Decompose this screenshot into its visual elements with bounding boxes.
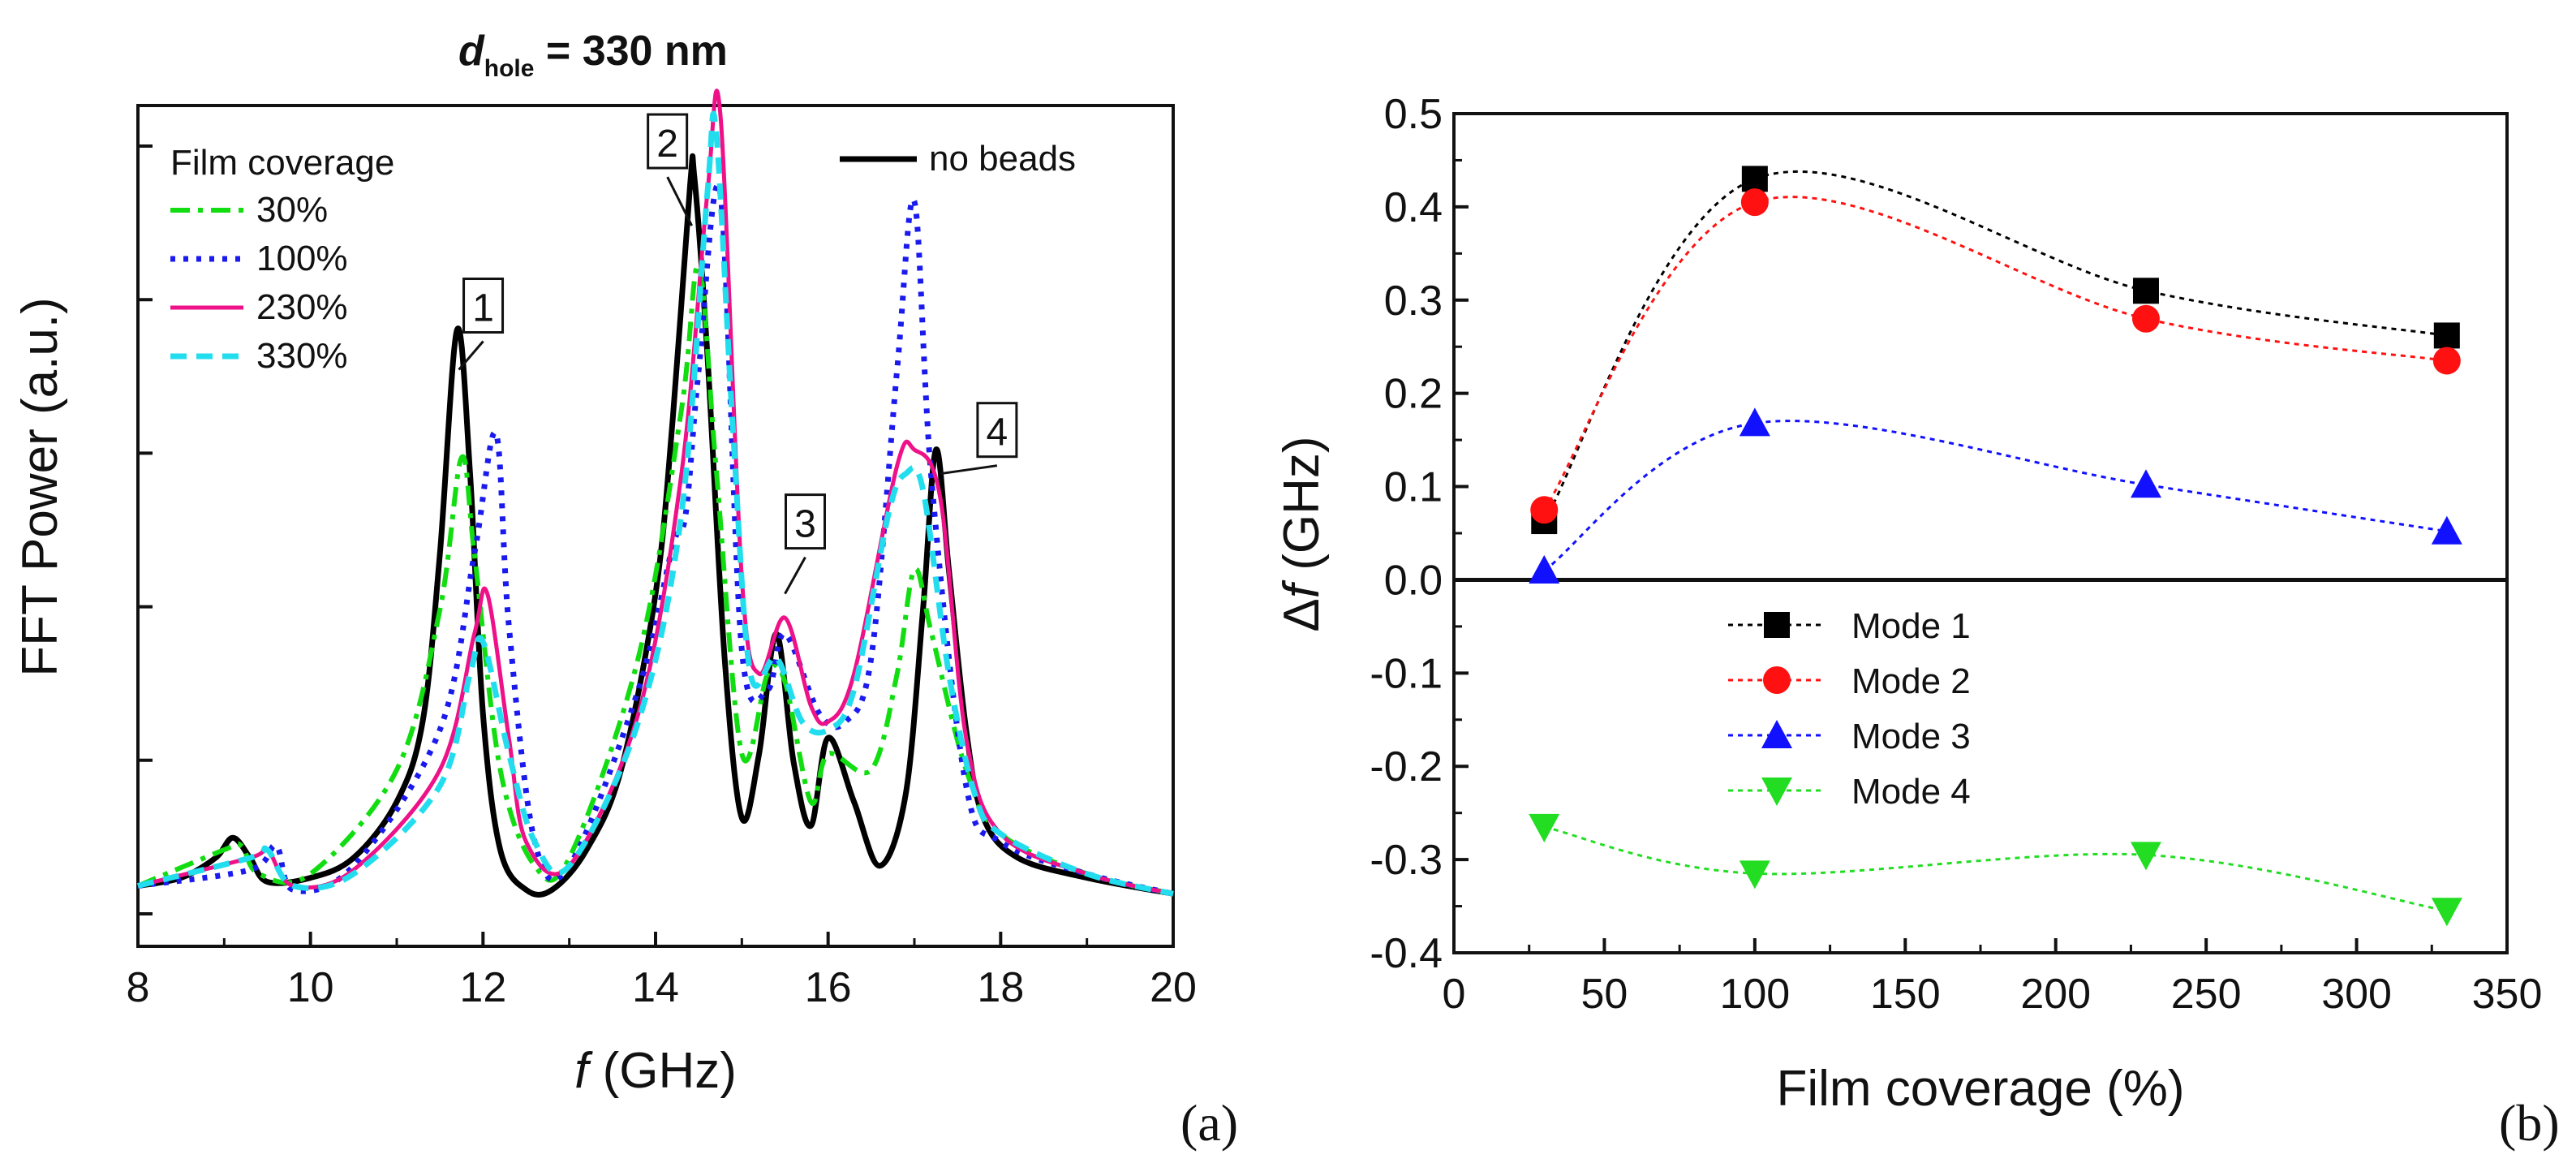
- a-series-line-230: [137, 88, 1174, 896]
- b-point-mode-4-30: [1529, 813, 1560, 842]
- b-point-mode-4-100: [1739, 860, 1770, 889]
- panel-a-label: (a): [1180, 1094, 1238, 1152]
- panel-b-y-ticks: 0.5 0.4 0.3 0.2 0.1 0.0 -0.1 -0.2 -0.3 -0.4: [1370, 91, 1469, 977]
- callout-mode-4: 4: [940, 402, 1018, 476]
- callout-box-4: [976, 402, 1018, 459]
- a-series-line-330: [137, 110, 1174, 897]
- callout-label-1: 1: [472, 287, 494, 330]
- b-y-tick-label: -0.4: [1370, 930, 1443, 977]
- callout-leader-4: [940, 464, 998, 476]
- callout-box-1: [462, 278, 505, 334]
- b-x-tick-label-200: 200: [2020, 971, 2091, 1018]
- panel-a-fft-spectra: dhole = 330 nm 8 10 12 14 16 18 20 FFT Power (…: [12, 28, 1238, 1152]
- b-x-tick-label-250: 250: [2171, 971, 2242, 1018]
- panel-a-mode-callouts: 1 2 3 4: [458, 113, 1018, 595]
- panel-b-label: (b): [2499, 1094, 2560, 1152]
- b-legend-label-mode-2: Mode 2: [1851, 661, 1971, 701]
- panel-b-x-ticks: 0 50 100 150 200 250 300 350: [1443, 938, 2543, 1018]
- callout-label-3: 3: [794, 503, 816, 546]
- b-point-mode-1-100: [1741, 166, 1768, 192]
- callout-mode-2: 2: [647, 113, 694, 226]
- a-legend-label-100: 100%: [256, 239, 348, 278]
- panel-a-title: dhole = 330 nm: [458, 28, 728, 82]
- b-point-mode-2-30: [1530, 496, 1559, 524]
- callout-leader-1: [458, 340, 484, 371]
- b-fit-line-mode-2: [1543, 196, 2448, 511]
- a-x-tick-label-8: 8: [127, 964, 150, 1011]
- callout-label-4: 4: [987, 411, 1008, 454]
- b-x-tick-label-100: 100: [1719, 971, 1790, 1018]
- b-legend-label-mode-4: Mode 4: [1851, 772, 1971, 812]
- b-x-tick-label-0: 0: [1443, 971, 1466, 1018]
- b-x-tick-label-150: 150: [1870, 971, 1941, 1018]
- b-point-mode-4-230: [2130, 842, 2161, 871]
- a-x-tick-label-12: 12: [459, 964, 506, 1011]
- b-point-mode-3-30: [1529, 554, 1560, 584]
- panel-b-series: [1529, 166, 2462, 927]
- b-y-tick-label: 0.3: [1384, 278, 1443, 325]
- b-y-tick-label: 0.4: [1384, 184, 1443, 231]
- a-legend-label-30: 30%: [256, 190, 328, 230]
- panel-a-y-ticks: [138, 144, 153, 915]
- b-legend-marker-mode-2: [1763, 666, 1791, 694]
- a-legend-label-no-beads: no beads: [929, 139, 1076, 179]
- panel-a-x-ticks: 8 10 12 14 16 18 20: [127, 932, 1197, 1011]
- b-y-tick-label: 0.2: [1384, 371, 1443, 418]
- b-point-mode-2-100: [1740, 188, 1769, 217]
- a-x-tick-label-14: 14: [632, 964, 679, 1011]
- b-y-tick-label: -0.3: [1370, 837, 1443, 884]
- b-x-tick-label-350: 350: [2472, 971, 2543, 1018]
- callout-box-2: [647, 113, 689, 170]
- panel-a-series-lines: [136, 88, 1174, 898]
- callout-box-3: [785, 493, 826, 550]
- b-legend-marker-mode-3: [1761, 720, 1792, 748]
- b-point-mode-2-330: [2432, 347, 2461, 375]
- callout-label-2: 2: [656, 123, 678, 166]
- b-legend-label-mode-3: Mode 3: [1851, 717, 1971, 756]
- a-legend-label-230: 230%: [256, 287, 348, 327]
- b-legend-marker-mode-4: [1761, 777, 1792, 806]
- callout-leader-3: [784, 556, 806, 595]
- b-point-mode-1-330: [2433, 322, 2460, 349]
- b-point-mode-3-100: [1739, 407, 1770, 437]
- a-series-line-no-beads: [137, 153, 1174, 898]
- b-y-tick-label: 0.5: [1384, 91, 1443, 138]
- b-x-tick-label-300: 300: [2321, 971, 2392, 1018]
- b-point-mode-4-330: [2431, 898, 2462, 927]
- legend-title-film-coverage: Film coverage: [170, 143, 394, 183]
- a-x-tick-label-20: 20: [1150, 964, 1197, 1011]
- callout-mode-3: 3: [784, 493, 826, 595]
- b-y-tick-label: 0.0: [1384, 557, 1443, 604]
- panel-b-frequency-shift: 0 50 100 150 200 250 300 350 0.5 0.4 0.3 0.2 0.1 0.0…: [1274, 91, 2560, 1152]
- panel-b-y-axis-title: Δf (GHz): [1274, 436, 1330, 631]
- b-x-tick-label-50: 50: [1581, 971, 1628, 1018]
- callout-mode-1: 1: [458, 278, 505, 371]
- a-x-tick-label-16: 16: [805, 964, 852, 1011]
- b-legend-marker-mode-1: [1764, 612, 1790, 638]
- b-y-tick-label: -0.2: [1370, 743, 1443, 790]
- b-series-mode-2: [1530, 188, 2461, 524]
- a-legend-label-330: 330%: [256, 336, 348, 376]
- panel-a-y-axis-title: FFT Power (a.u.): [12, 297, 68, 676]
- a-x-tick-label-18: 18: [977, 964, 1024, 1011]
- panel-b-x-axis-title: Film coverage (%): [1777, 1061, 2185, 1117]
- panel-a-x-axis-title: f (GHz): [574, 1043, 737, 1099]
- panel-a-legend: Film coverage 30% 100% 230% 330% no beads: [170, 139, 1076, 376]
- b-series-mode-4: [1529, 813, 2462, 927]
- panel-b-legend: Mode 1 Mode 2 Mode 3 Mode 4: [1728, 606, 1971, 812]
- b-y-tick-label: 0.1: [1384, 464, 1443, 511]
- b-y-tick-label: -0.1: [1370, 650, 1443, 697]
- b-point-mode-3-230: [2130, 469, 2161, 498]
- callout-leader-2: [666, 176, 694, 226]
- b-point-mode-3-330: [2431, 515, 2462, 545]
- b-point-mode-1-230: [2132, 278, 2159, 304]
- b-legend-label-mode-1: Mode 1: [1851, 606, 1971, 646]
- a-series-line-30: [136, 262, 1174, 897]
- a-x-tick-label-10: 10: [287, 964, 334, 1011]
- b-fit-line-mode-1: [1543, 170, 2448, 522]
- b-series-mode-3: [1529, 407, 2462, 584]
- b-fit-line-mode-3: [1543, 420, 2448, 572]
- b-point-mode-2-230: [2131, 304, 2160, 333]
